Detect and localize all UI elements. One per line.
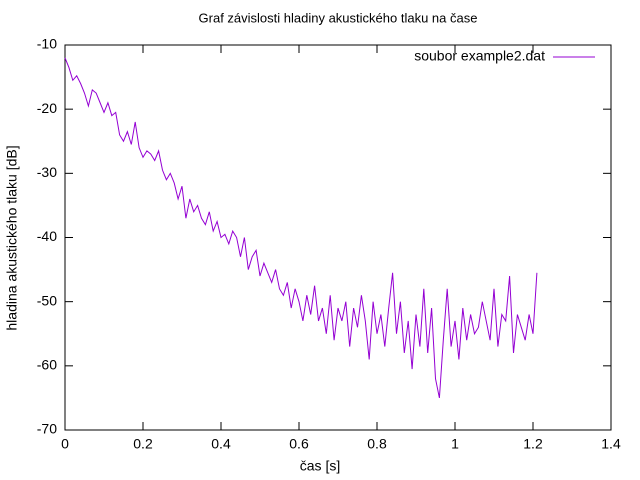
legend-label: soubor example2.dat — [414, 48, 545, 64]
x-tick-label: 0.4 — [211, 436, 231, 452]
x-tick-label: 1.4 — [601, 436, 621, 452]
y-tick-label: -60 — [37, 357, 57, 373]
x-tick-label: 1.2 — [523, 436, 543, 452]
y-tick-label: -50 — [37, 292, 57, 308]
x-tick-label: 1 — [451, 436, 459, 452]
y-tick-label: -20 — [37, 100, 57, 116]
chart-title: Graf závislosti hladiny akustického tlak… — [199, 10, 478, 25]
y-tick-label: -40 — [37, 228, 57, 244]
x-tick-label: 0.2 — [133, 436, 153, 452]
x-tick-label: 0.8 — [367, 436, 387, 452]
x-tick-label: 0 — [61, 436, 69, 452]
y-tick-label: -30 — [37, 164, 57, 180]
data-line — [64, 57, 538, 399]
x-axis-label: čas [s] — [300, 458, 340, 474]
y-tick-label: -10 — [37, 36, 57, 52]
y-axis-label: hladina akustického tlaku [dB] — [4, 145, 20, 330]
y-tick-label: -70 — [37, 421, 57, 437]
x-tick-label: 0.6 — [289, 436, 309, 452]
